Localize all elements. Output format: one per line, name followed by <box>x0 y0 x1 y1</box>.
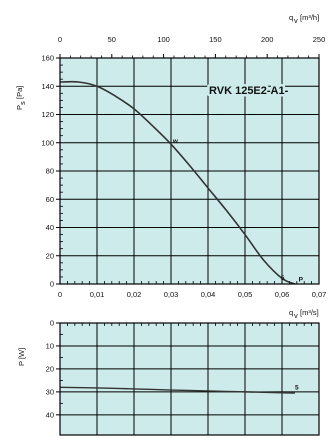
main-grid <box>60 58 319 284</box>
top-tick-label: 50 <box>108 35 116 44</box>
top-tick-label: 250 <box>313 35 326 44</box>
power-y-tick-label: 40 <box>46 410 54 419</box>
x-tick-label: 0,04 <box>201 290 216 299</box>
top-axis-label: q v [m³/h] <box>289 13 319 25</box>
x-tick-label: 0,02 <box>127 290 142 299</box>
x-tick-label: 0,05 <box>238 290 253 299</box>
main-chart: 0 0,01 0,02 0,03 0,04 0,05 0,06 0,070 50 100 150 20… <box>15 13 326 320</box>
x-axis-symbol: q <box>289 308 293 317</box>
main-annotations: w 5 P <box>172 138 304 283</box>
power-chart: 0 10 20 30 40 5 P [W] <box>17 319 320 436</box>
model-label-backing: RVK 125E2-A1- <box>209 85 289 97</box>
top-tick-label: 200 <box>261 35 274 44</box>
y-axis-label: P s [Pa] <box>15 86 27 110</box>
main-ticks: 0 0,01 0,02 0,03 0,04 0,05 0,06 0,070 50 100 150 20… <box>41 35 326 299</box>
x-axis-unit: [m³/s] <box>300 308 319 317</box>
curve-annotation: w <box>172 138 179 145</box>
y-axis-unit: [Pa] <box>15 86 24 99</box>
x-tick-label: 0,03 <box>164 290 179 299</box>
y-tick-label: 160 <box>41 54 54 63</box>
y-tick-label: 80 <box>46 167 54 176</box>
curve-annotation: 5 <box>281 275 285 282</box>
curve-annotation: P <box>299 277 304 284</box>
top-axis-symbol: q <box>289 13 293 22</box>
power-grid <box>60 323 319 435</box>
x-tick-label: 0 <box>58 290 62 299</box>
y-tick-label: 60 <box>46 195 54 204</box>
x-tick-label: 0,01 <box>90 290 105 299</box>
pressure-curve <box>59 80 296 285</box>
x-axis-symbol-sub: v <box>294 311 298 320</box>
y-tick-label: 100 <box>41 138 54 147</box>
power-curve <box>59 386 295 394</box>
power-y-tick-label: 30 <box>46 387 54 396</box>
y-tick-label: 20 <box>46 251 54 260</box>
model-label: RVK 125E2-A1- <box>209 85 289 97</box>
power-plot-background <box>60 323 319 435</box>
power-annotations: 5 <box>295 385 299 392</box>
y-tick-label: 40 <box>46 223 54 232</box>
y-tick-label: 140 <box>41 82 54 91</box>
y-tick-label: 0 <box>50 280 54 289</box>
main-plot-frame <box>59 57 320 285</box>
power-y-tick-label: 10 <box>46 342 54 351</box>
y-tick-label: 120 <box>41 110 54 119</box>
y-axis-symbol-sub: s <box>18 101 27 105</box>
x-axis-label: q v [m³/s] <box>289 308 319 320</box>
power-curve-annotation: 5 <box>295 385 299 392</box>
power-y-tick-label: 20 <box>46 365 54 374</box>
x-tick-label: 0,06 <box>275 290 290 299</box>
top-tick-label: 0 <box>58 35 62 44</box>
top-tick-label: 150 <box>209 35 222 44</box>
power-plot-frame <box>59 322 320 436</box>
top-tick-label: 100 <box>157 35 170 44</box>
power-y-tick-label: 0 <box>50 319 54 328</box>
y-axis-symbol: P <box>15 105 24 110</box>
top-axis-symbol-sub: v <box>294 16 298 25</box>
power-y-axis-label: P [W] <box>17 348 26 366</box>
x-tick-label: 0,07 <box>312 290 327 299</box>
top-axis-unit: [m³/h] <box>300 13 319 22</box>
